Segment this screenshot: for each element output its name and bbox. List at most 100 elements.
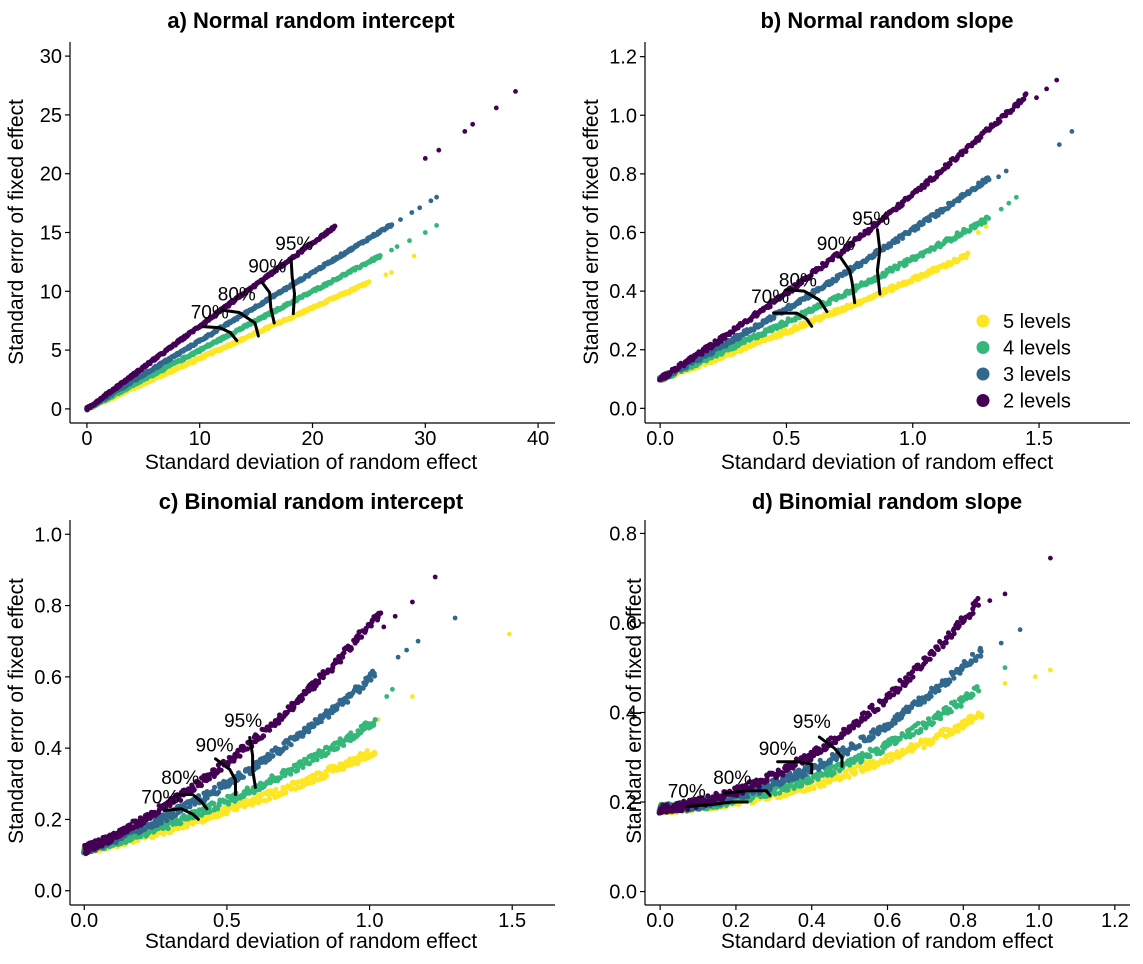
y-tick-label: 0.6 [609,223,637,245]
point [237,753,243,759]
point [422,230,428,235]
point [1044,86,1049,92]
x-tick-label: 40 [527,428,549,450]
y-tick-label: 0.6 [609,613,637,635]
contour-90-label: 90% [817,234,855,255]
series-3-levels [84,194,439,412]
point [345,699,351,705]
x-tick-label: 0.2 [722,910,750,932]
point [809,778,815,784]
point [368,677,374,683]
point [158,820,164,826]
contour-95-label: 95% [852,209,890,230]
contour-80-label: 80% [218,285,256,306]
y-tick-label: 5 [51,340,62,362]
point [273,786,279,792]
y-tick-label: 0 [51,399,62,421]
point [300,764,306,771]
point [384,694,390,699]
point [415,638,421,644]
point [392,613,398,619]
x-tick-label: 1.2 [1101,910,1129,932]
plot-body: 0.0 0.5 1.0 1.50.00.20.40.60.81.01.270%80%9… [609,42,1130,450]
point [206,776,213,782]
contour-95-label: 95% [275,234,313,255]
point [422,156,428,161]
x-tick-label: 0.8 [949,910,977,932]
point [390,686,395,692]
point [366,279,372,285]
point [434,223,439,228]
y-tick-label: 1.0 [609,105,637,127]
point [434,194,439,200]
contour-80-line [220,308,260,338]
point [831,770,837,776]
point [165,825,171,832]
point [334,745,341,751]
x-tick-label: 0.0 [646,910,674,932]
point [887,741,893,747]
contour-80-label: 80% [161,768,199,789]
point [1048,667,1053,673]
point [983,224,989,230]
point [212,784,218,790]
x-tick-label: 0.6 [874,910,902,932]
point [362,726,368,732]
x-tick-label: 1.0 [899,428,927,450]
panel-title: b) Normal random slope [760,8,1013,33]
point [164,818,170,824]
x-tick-label: 1.0 [1025,910,1053,932]
point [918,726,924,733]
point [409,210,415,215]
point [314,757,320,763]
point [398,217,403,223]
point [927,217,933,223]
panel-d-binomial-random-slope: d) Binomial random slope Standard deviat… [609,489,1130,953]
point [811,785,817,792]
point [915,720,921,727]
contour-95-line [875,228,882,296]
point [985,215,992,221]
point [267,727,273,733]
point [432,574,438,580]
contour-70-line [201,325,239,343]
point [218,767,224,773]
point [867,753,873,760]
point [1069,129,1075,134]
x-tick-label: 1.0 [356,910,384,932]
point [187,804,193,810]
point [288,742,294,748]
y-tick-label: 20 [40,164,62,186]
point [998,206,1004,212]
point [1002,665,1008,671]
panel-a-normal-random-intercept: a) Normal random intercept Standard devi… [5,8,555,474]
point [930,740,936,746]
point [332,223,338,229]
panel-title: d) Binomial random slope [752,489,1022,514]
point [395,654,401,660]
x-tick-label: 10 [189,428,211,450]
point [982,219,988,225]
panel-b-normal-random-slope: b) Normal random slope Standard deviatio… [580,8,1130,474]
y-tick-label: 0.0 [34,881,62,903]
point [267,796,273,802]
point [996,174,1001,180]
point [470,121,476,127]
x-axis-title: Standard deviation of random effect [145,930,477,953]
series-4-levels [84,223,439,412]
y-tick-label: 0.4 [609,281,637,303]
y-tick-label: 25 [40,105,62,127]
plot-body: 0.0 0.5 1.0 1.50.00.20.40.60.81.070%80%90%9… [34,520,555,932]
point [326,714,332,720]
point [410,599,415,605]
plot-body: 0.0 0.2 0.4 0.6 0.8 1.0 1.20.00.20.40.60.870%8… [609,520,1130,932]
point [947,161,953,167]
contour-95-line [289,258,296,316]
point [1034,95,1039,101]
y-axis-title: Standard error of fixed effect [5,99,28,365]
y-tick-label: 15 [40,223,62,245]
x-tick-label: 30 [414,428,436,450]
series-5-levels [658,224,989,383]
